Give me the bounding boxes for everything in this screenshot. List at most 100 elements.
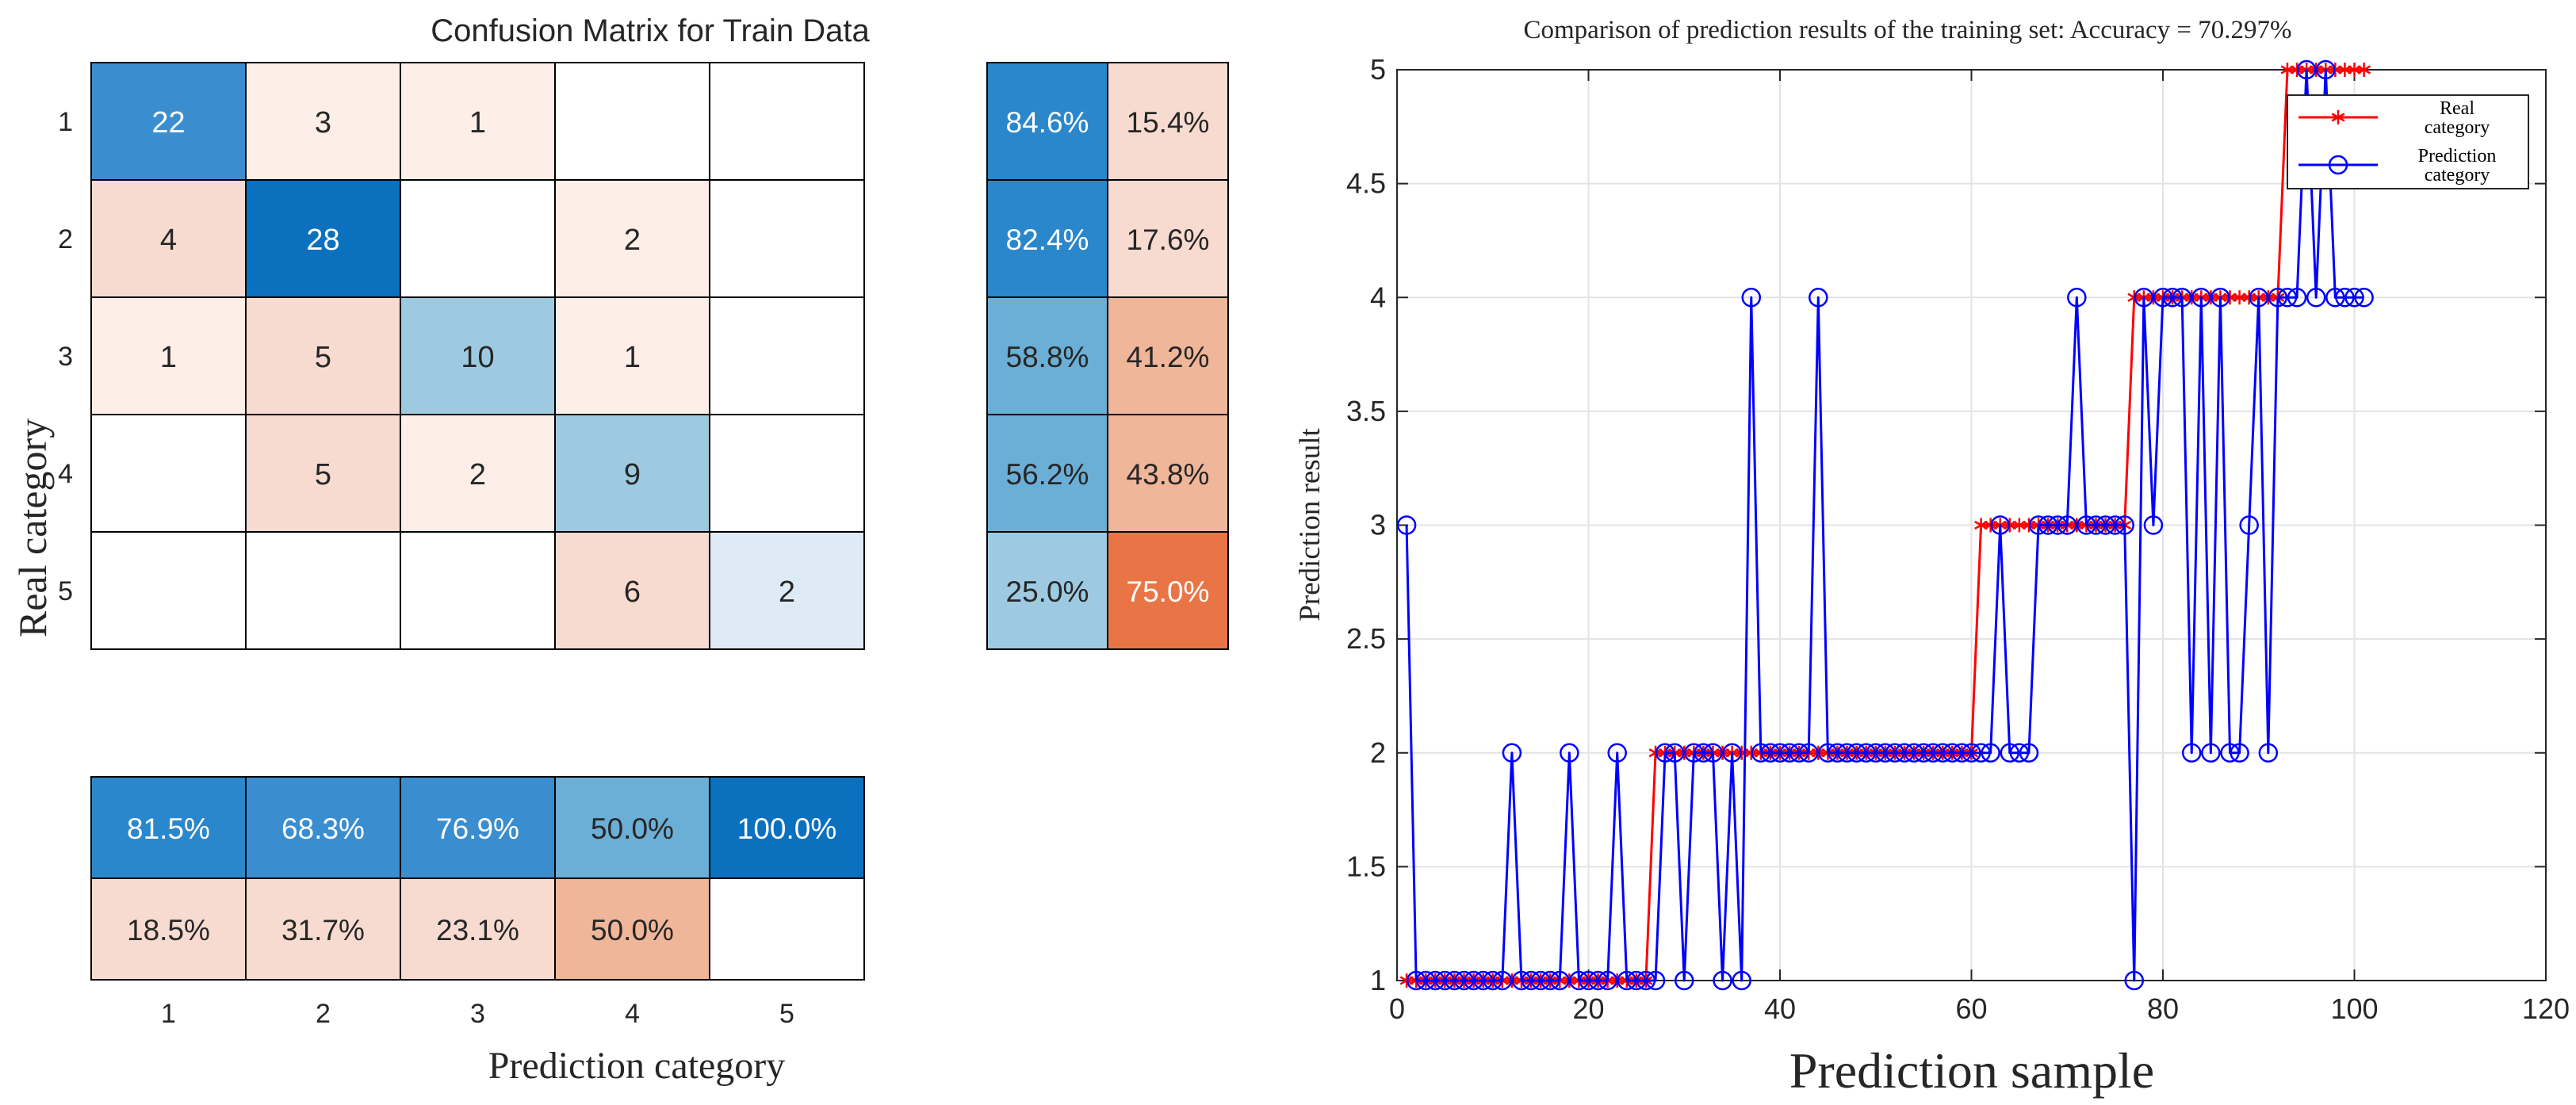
matrix-cell [90,62,247,181]
circle-marker [1798,743,1819,763]
matrix-cell-value: 28 [306,224,339,257]
circle-marker [1426,970,1445,991]
column-summary-incorrect-value: 50.0% [591,914,674,946]
circle-marker [2239,515,2259,535]
circle-marker [1722,743,1742,763]
circle-marker [1684,743,1704,763]
confusion-matrix-x-tick-label: 4 [625,999,640,1029]
circle-marker [2296,59,2317,80]
circle-marker [1885,743,1905,763]
asterisk-marker [2357,63,2371,77]
matrix-cell-value: 5 [315,341,331,374]
circle-marker [1483,970,1502,991]
matrix-cell [245,179,401,298]
circle-marker [2105,515,2125,535]
matrix-cell [400,531,556,650]
circle-marker [1626,970,1647,991]
matrix-cell [554,531,710,650]
circle-marker [2076,515,2096,535]
circle-marker [2124,970,2145,991]
circle-marker [2181,743,2202,763]
circle-marker [1588,970,1608,991]
confusion-matrix-y-tick-label: 3 [58,342,73,372]
circle-marker [1617,970,1637,991]
column-summary-correct-value: 100.0% [737,812,837,845]
column-summary-correct-value: 68.3% [281,812,365,845]
circle-marker [1675,970,1694,991]
matrix-cell [245,62,401,181]
circle-marker [2277,288,2298,308]
row-summary-correct-cell [986,62,1108,181]
row-summary-correct-cell [986,179,1108,298]
circle-marker [1655,743,1675,763]
circle-marker [2325,288,2345,308]
y-tick-label: 3 [1370,509,1386,541]
circle-marker [1636,970,1656,991]
circle-marker [2249,288,2268,308]
circle-marker [2153,288,2173,308]
circle-marker [2067,288,2087,308]
circle-marker [1923,743,1943,763]
circle-marker [1569,970,1589,991]
confusion-matrix-x-tick-label: 1 [161,999,176,1029]
circle-marker [1445,970,1464,991]
circle-marker [1760,743,1781,763]
y-tick-label: 2.5 [1346,622,1386,655]
row-summary-incorrect-value: 15.4% [1127,106,1210,139]
matrix-cell [709,531,865,650]
circle-marker [1713,970,1732,991]
confusion-matrix-chart: Confusion Matrix for Train Data 22 3 14 28 2… [10,13,1229,1087]
y-tick-label: 4.5 [1346,167,1386,200]
y-tick-label: 3.5 [1346,395,1386,427]
circle-marker [1809,288,1828,308]
circle-marker [2191,288,2211,308]
column-summary-correct-cell [245,776,401,879]
matrix-cell-value: 1 [160,341,177,374]
circle-marker [2210,288,2230,308]
circle-marker [1779,743,1800,763]
circle-marker [1856,743,1876,763]
y-tick-label: 2 [1370,736,1386,769]
x-tick-label: 0 [1389,992,1405,1025]
line-chart-x-axis-label: Prediction sample [1789,1042,2154,1099]
row-summary-correct-cell [986,414,1108,533]
circle-marker [1943,743,1962,763]
column-summary-incorrect-value: 23.1% [436,914,519,946]
row-summary-incorrect-cell [1107,62,1229,181]
matrix-cell [90,531,247,650]
matrix-cell-value: 5 [315,458,331,491]
circle-marker [2019,743,2039,763]
circle-marker [1694,743,1713,763]
circle-marker [2143,515,2164,535]
matrix-cell [709,296,865,415]
confusion-matrix-y-axis-label: Real category [10,419,55,637]
circle-marker [2096,515,2115,535]
circle-marker [2220,743,2240,763]
circle-marker [1664,743,1685,763]
circle-marker [1511,970,1532,991]
circle-marker [2115,515,2134,535]
x-tick-label: 20 [1572,992,1604,1025]
confusion-matrix-x-ticks: 1 2 3 4 5 [161,999,794,1029]
confusion-matrix-y-tick-label: 2 [58,224,73,254]
column-summary-incorrect-cell [245,878,401,981]
row-summary-incorrect-cell [1107,531,1229,650]
circle-marker [2038,515,2058,535]
circle-marker [2000,743,2020,763]
matrix-cell [90,179,247,298]
matrix-cell [554,179,710,298]
row-summary-incorrect-value: 43.8% [1127,458,1210,491]
legend-label: category [2425,165,2490,185]
circle-marker [1530,970,1551,991]
row-summary-correct-value: 56.2% [1006,458,1089,491]
matrix-cell [400,414,556,533]
line-chart-gridlines [1397,70,2546,981]
x-tick-label: 40 [1764,992,1796,1025]
circle-marker [1396,515,1417,535]
confusion-matrix-y-tick-label: 4 [58,459,73,489]
circle-marker [2287,288,2307,308]
matrix-cell-value: 6 [624,575,641,609]
circle-marker [1828,743,1847,763]
matrix-cell [400,62,556,181]
